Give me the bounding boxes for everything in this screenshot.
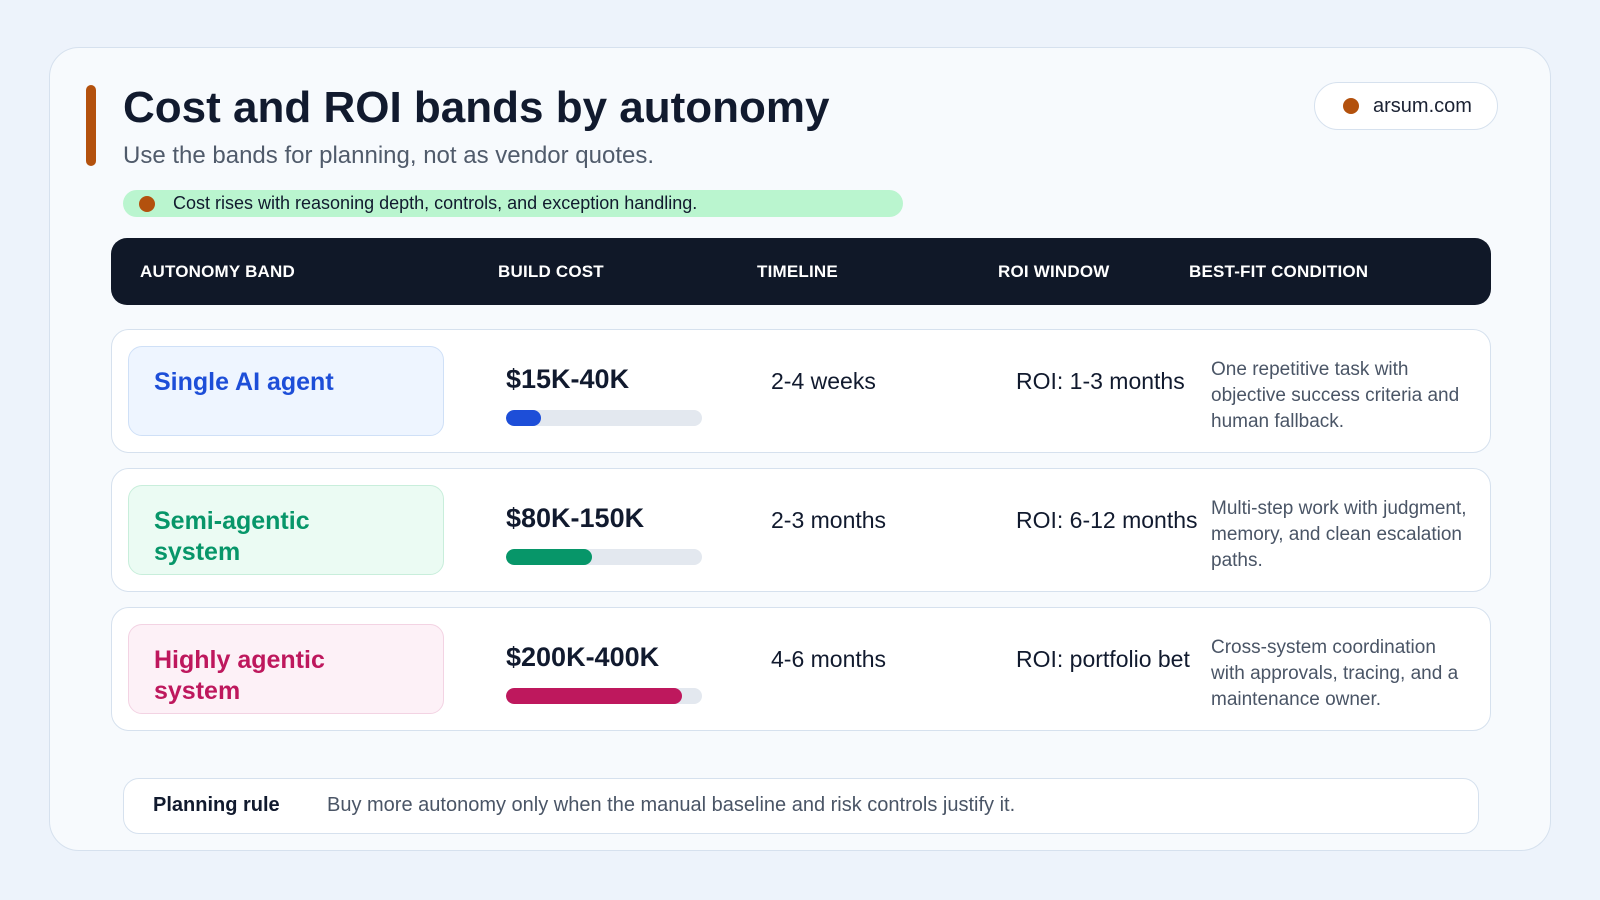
roi-window-value: ROI: portfolio bet xyxy=(1016,646,1190,672)
column-header-timeline: TIMELINE xyxy=(757,262,838,281)
site-dot-icon xyxy=(1343,98,1359,114)
roi-window-value: ROI: 6-12 months xyxy=(1016,507,1198,533)
roi-window-value: ROI: 1-3 months xyxy=(1016,368,1185,394)
table-header: AUTONOMY BAND BUILD COST TIMELINE ROI WI… xyxy=(111,238,1491,305)
autonomy-band-cell: Semi-agentic system xyxy=(128,485,444,575)
build-cost-bar-fill xyxy=(506,410,542,426)
autonomy-band-cell: Highly agentic system xyxy=(128,624,444,714)
page-title: Cost and ROI bands by autonomy xyxy=(123,83,830,132)
column-header-build-cost: BUILD COST xyxy=(498,262,604,281)
table-row: Highly agentic system $200K-400K 4-6 mon… xyxy=(111,607,1491,731)
callout-text: Cost rises with reasoning depth, control… xyxy=(173,193,698,213)
best-fit-condition-text: One repetitive task with objective succe… xyxy=(1211,359,1460,432)
timeline-value: 2-3 months xyxy=(771,507,887,533)
build-cost-bar xyxy=(506,688,702,704)
table-row: Single AI agent $15K-40K 2-4 weeks ROI: … xyxy=(111,329,1491,453)
site-label: arsum.com xyxy=(1373,94,1472,117)
site-badge: arsum.com xyxy=(1314,82,1498,130)
planning-rule-label: Planning rule xyxy=(153,794,280,816)
build-cost-bar-fill xyxy=(506,549,593,565)
build-cost-value: $15K-40K xyxy=(506,364,630,394)
column-header-autonomy-band: AUTONOMY BAND xyxy=(140,262,295,281)
autonomy-band-label: Single AI agent xyxy=(154,368,334,396)
column-header-roi-window: ROI WINDOW xyxy=(998,262,1110,281)
autonomy-band-cell: Single AI agent xyxy=(128,346,444,436)
callout-dot-icon xyxy=(139,195,155,212)
title-accent-bar xyxy=(86,85,96,166)
planning-rule-box: Planning rule Buy more autonomy only whe… xyxy=(123,778,1479,834)
autonomy-band-label: Highly agentic system xyxy=(154,646,325,705)
build-cost-bar xyxy=(506,410,702,426)
table-row: Semi-agentic system $80K-150K 2-3 months… xyxy=(111,468,1491,592)
content-card: Cost and ROI bands by autonomy Use the b… xyxy=(49,47,1551,851)
best-fit-condition-text: Multi-step work with judgment, memory, a… xyxy=(1211,498,1467,571)
planning-rule-text: Buy more autonomy only when the manual b… xyxy=(327,794,1016,816)
build-cost-value: $200K-400K xyxy=(506,642,660,672)
build-cost-bar-fill xyxy=(506,688,683,704)
callout-banner: Cost rises with reasoning depth, control… xyxy=(123,190,903,217)
timeline-value: 4-6 months xyxy=(771,646,887,672)
build-cost-value: $80K-150K xyxy=(506,503,645,533)
page-subtitle: Use the bands for planning, not as vendo… xyxy=(123,142,655,169)
best-fit-condition-text: Cross-system coordination with approvals… xyxy=(1211,637,1459,710)
build-cost-bar xyxy=(506,549,702,565)
column-header-best-fit-condition: BEST-FIT CONDITION xyxy=(1189,262,1369,281)
autonomy-band-label: Semi-agentic system xyxy=(154,507,310,566)
timeline-value: 2-4 weeks xyxy=(771,368,876,394)
